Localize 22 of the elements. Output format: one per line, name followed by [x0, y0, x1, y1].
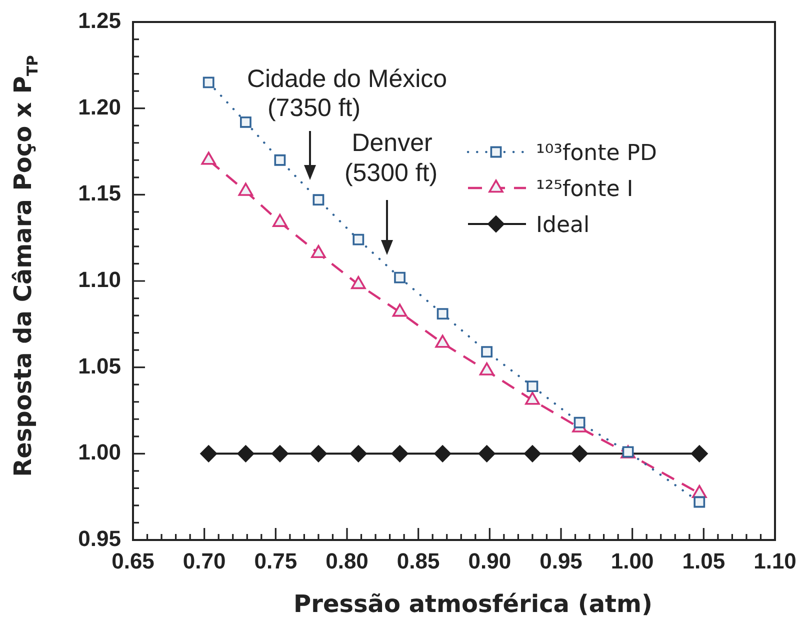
- x-tick-label: 1.05: [682, 548, 726, 574]
- y-tick-label: 1.00: [78, 440, 121, 465]
- y-tick-label: 1.20: [78, 94, 121, 120]
- x-tick-label: 0.80: [326, 548, 368, 574]
- annotation: Cidade do México (7350 ft): [246, 65, 448, 122]
- x-tick-label: 0.75: [254, 548, 298, 574]
- x-tick-label: 1.10: [754, 548, 796, 574]
- x-tick-label: 0.70: [182, 548, 226, 574]
- legend-label: ¹⁰³fonte PD: [536, 141, 657, 166]
- x-axis-title: Pressão atmosférica (atm): [294, 590, 652, 618]
- y-tick-label: 1.05: [78, 353, 121, 378]
- x-tick-label: 0.85: [396, 548, 440, 574]
- x-tick-label: 0.90: [468, 548, 512, 574]
- y-axis-title: Resposta da Câmara Poço x PTP: [9, 55, 42, 477]
- legend-label: Ideal: [536, 213, 590, 238]
- y-tick-label: 1.15: [78, 180, 121, 206]
- annotation: Denver (5300 ft): [344, 129, 438, 187]
- legend-label: ¹²⁵fonte I: [536, 177, 634, 202]
- y-tick-label: 1.10: [78, 267, 121, 292]
- y-tick-label: 1.25: [78, 8, 121, 34]
- x-tick-label: 0.95: [540, 548, 582, 574]
- x-tick-label: 1.00: [610, 548, 654, 574]
